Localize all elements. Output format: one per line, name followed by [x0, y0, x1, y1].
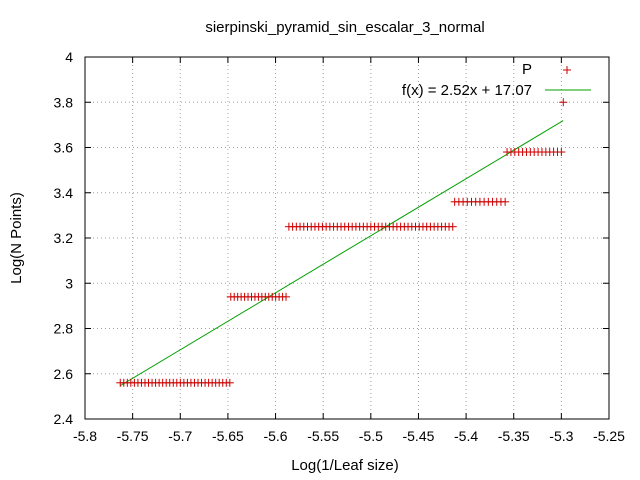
legend-label-points: P [522, 61, 532, 78]
x-tick-label: -5.45 [402, 428, 434, 444]
data-point [501, 197, 510, 206]
x-axis-label: Log(1/Leaf size) [291, 457, 399, 474]
y-axis-label: Log(N Points) [8, 192, 25, 284]
y-tick-label: 3.2 [54, 230, 74, 246]
x-tick-label: -5.75 [117, 428, 149, 444]
data-point [282, 292, 291, 301]
x-tick-label: -5.35 [498, 428, 530, 444]
fit-line-layer [119, 120, 564, 387]
legend: P f(x) = 2.52x + 17.07 [402, 61, 591, 99]
y-tick-label: 3.6 [54, 140, 74, 156]
x-tick-label: -5.4 [454, 428, 478, 444]
x-tick-label: -5.3 [549, 428, 573, 444]
data-point [557, 148, 566, 157]
chart-title: sierpinski_pyramid_sin_escalar_3_normal [205, 19, 484, 36]
x-tick-label: -5.25 [593, 428, 625, 444]
x-tick-label: -5.5 [359, 428, 383, 444]
y-tick-label: 2.8 [54, 321, 74, 337]
y-tick-label: 2.4 [54, 411, 74, 427]
x-tick-label: -5.8 [73, 428, 97, 444]
data-point [225, 378, 234, 387]
x-tick-label: -5.6 [263, 428, 287, 444]
legend-marker-points [563, 66, 571, 74]
y-tick-labels: 2.4 2.6 2.8 3 3.2 3.4 3.6 3.8 4 [54, 49, 74, 427]
data-point [559, 98, 568, 107]
y-tick-label: 3 [65, 275, 73, 291]
x-tick-labels: -5.8 -5.75 -5.7 -5.65 -5.6 -5.55 -5.5 -5.45 -5.4… [73, 428, 625, 444]
data-point [448, 222, 457, 231]
axis-ticks [84, 56, 610, 420]
y-tick-label: 4 [65, 49, 73, 65]
fit-line [119, 120, 564, 387]
legend-point-marker [563, 66, 571, 74]
legend-label-fit: f(x) = 2.52x + 17.07 [402, 82, 532, 99]
points-layer [116, 98, 568, 387]
plot-area-border [84, 56, 610, 420]
x-tick-label: -5.55 [307, 428, 339, 444]
y-tick-label: 3.4 [54, 185, 74, 201]
y-tick-label: 3.8 [54, 94, 74, 110]
x-tick-label: -5.7 [168, 428, 192, 444]
y-tick-label: 2.6 [54, 366, 74, 382]
x-tick-label: -5.65 [212, 428, 244, 444]
grid-lines [85, 57, 609, 419]
